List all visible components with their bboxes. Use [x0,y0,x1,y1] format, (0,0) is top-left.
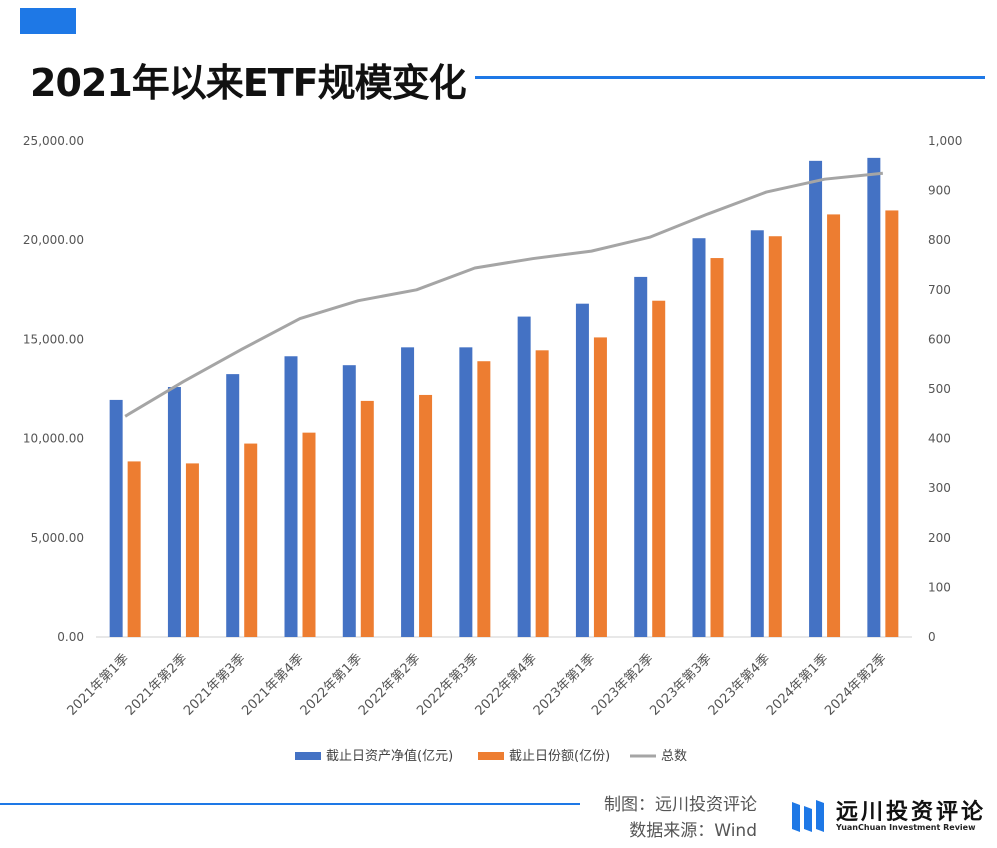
y-right-tick-label: 200 [928,531,951,545]
y-right-tick-label: 800 [928,233,951,247]
bar-nav [809,160,823,637]
x-category-label: 2023年第2季 [589,651,656,718]
brand-name-cn: 远川投资评论 [836,800,987,825]
x-category-label: 2023年第1季 [531,651,598,718]
x-category-label: 2021年第2季 [123,651,190,718]
y-right-tick-label: 400 [928,432,951,446]
bar-nav [226,374,240,637]
line-total [124,171,884,418]
etf-scale-chart: 0.00 5,000.00 10,000.00 15,000.00 20,000.00 2… [23,134,962,764]
legend-label: 截止日份额(亿份) [509,749,610,764]
legend-label: 截止日资产净值(亿元) [326,748,453,764]
y-left-tick-label: 10,000.00 [23,432,84,446]
y-left-tick-label: 20,000.00 [23,233,84,247]
y-left-tick-label: 0.00 [57,630,84,644]
y-right-tick-label: 100 [928,580,951,594]
x-category-label: 2022年第1季 [298,651,365,718]
bar-nav [692,238,706,637]
bar-nav [401,347,415,637]
bar-shares [185,463,199,637]
y-right-tick-label: 600 [928,332,951,346]
legend-label: 总数 [661,749,687,764]
y-axis-right: 0 100 200 300 400 500 600 700 800 900 1,000 [928,134,962,644]
bar-shares [244,443,258,637]
bar-shares [885,210,899,637]
x-category-label: 2024年第1季 [764,651,831,718]
y-right-tick-label: 500 [928,382,951,396]
x-category-label: 2022年第2季 [356,651,423,718]
x-category-label: 2021年第1季 [65,651,132,718]
legend-swatch [478,752,504,760]
bar-shares [127,461,141,637]
x-category-label: 2024年第2季 [822,651,889,718]
top-accent-bar [20,8,76,34]
x-axis-labels: 2021年第1季2021年第2季2021年第3季2021年第4季2022年第1季… [65,651,890,718]
bar-shares [768,236,782,637]
x-category-label: 2021年第3季 [181,651,248,718]
bar-shares [302,432,316,637]
bar-nav [284,356,298,637]
bar-nav [575,303,589,637]
x-category-label: 2022年第4季 [473,651,540,718]
data-source-credit: 数据来源：Wind [629,821,757,841]
bar-nav [342,365,356,637]
bar-shares [652,300,666,637]
bar-shares [360,400,374,637]
line-series-group [124,171,884,418]
bar-nav [750,230,764,637]
y-right-tick-label: 1,000 [928,134,962,148]
bar-shares [827,214,841,637]
brand-logo: 远川投资评论 YuanChuan Investment Review [790,793,990,841]
y-right-tick-label: 700 [928,283,951,297]
y-right-tick-label: 0 [928,630,936,644]
brand-mark-icon [792,800,824,832]
chart-legend: 截止日资产净值(亿元) 截止日份额(亿份) 总数 [295,748,687,764]
bar-nav [109,399,123,637]
x-category-label: 2023年第4季 [706,651,773,718]
y-left-tick-label: 15,000.00 [23,332,84,346]
bar-shares [477,361,491,637]
bar-nav [167,387,181,637]
footer-divider [0,803,580,805]
bar-nav [867,157,881,637]
bar-shares [535,350,549,637]
bar-nav [517,316,531,637]
bar-nav [634,276,648,637]
x-category-label: 2023年第3季 [647,651,714,718]
bar-nav [459,347,473,637]
y-left-tick-label: 25,000.00 [23,134,84,148]
y-right-tick-label: 300 [928,481,951,495]
title-divider [475,76,985,79]
bars-group [109,157,899,637]
page-title: 2021年以来ETF规模变化 [30,61,467,105]
y-right-tick-label: 900 [928,184,951,198]
x-category-label: 2022年第3季 [414,651,481,718]
y-left-tick-label: 5,000.00 [31,531,84,545]
bar-shares [593,337,607,637]
legend-swatch [295,752,321,760]
x-category-label: 2021年第4季 [239,651,306,718]
brand-name-en: YuanChuan Investment Review [836,823,976,832]
y-axis-left: 0.00 5,000.00 10,000.00 15,000.00 20,000.00 2… [23,134,84,644]
bar-shares [710,258,724,637]
bar-shares [419,394,433,637]
chart-maker-credit: 制图：远川投资评论 [604,795,757,815]
